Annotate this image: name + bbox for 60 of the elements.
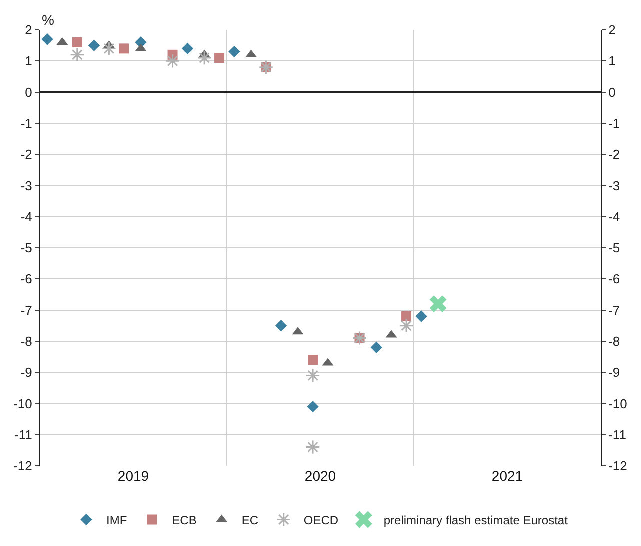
- point: [399, 318, 414, 334]
- y2-tick-label: -5: [608, 240, 620, 256]
- point: [228, 46, 240, 58]
- point: [430, 296, 447, 313]
- y2-tick-label: 1: [608, 54, 616, 69]
- y-tick-label: -3: [20, 178, 32, 194]
- y-tick-label: 1: [25, 54, 32, 69]
- point: [42, 33, 54, 46]
- y2-tick-label: -11: [608, 427, 626, 442]
- point: [88, 40, 100, 52]
- x-tick-label: 2020: [304, 468, 336, 484]
- y-tick-label: -1: [20, 116, 32, 131]
- point: [416, 310, 428, 322]
- x-tick-label: 2019: [118, 468, 150, 484]
- legend-label: preliminary flash estimate Eurostat: [384, 513, 569, 528]
- point: [70, 48, 85, 62]
- legend-label: OECD: [304, 513, 339, 528]
- y2-tick-label: -2: [608, 147, 620, 162]
- y-tick-label: -6: [20, 272, 32, 287]
- x-tick-label: 2021: [492, 468, 524, 484]
- y-tick-label: -8: [20, 334, 32, 349]
- y2-tick-label: -6: [608, 272, 620, 287]
- y2-tick-label: -4: [608, 209, 620, 224]
- y-tick-label: -5: [20, 240, 32, 256]
- y2-tick-label: -3: [608, 178, 620, 194]
- point: [306, 440, 320, 455]
- y-tick-label: 2: [25, 22, 32, 38]
- y-tick-label: -11: [14, 427, 32, 442]
- point: [119, 44, 130, 54]
- point: [182, 42, 194, 55]
- y-tick-label: -4: [20, 209, 32, 224]
- y-tick-label: -7: [20, 302, 32, 318]
- legend-label: IMF: [106, 513, 128, 528]
- point: [72, 37, 82, 48]
- y-tick-label: -10: [14, 396, 32, 412]
- y2-tick-label: 0: [608, 84, 616, 100]
- point: [165, 54, 180, 68]
- y-axis-title: %: [42, 12, 54, 28]
- point: [402, 312, 412, 322]
- point: [307, 400, 319, 413]
- legend-label: ECB: [172, 513, 197, 528]
- y2-tick-label: -12: [608, 458, 628, 474]
- point: [275, 320, 288, 332]
- y-tick-label: -9: [20, 365, 32, 380]
- y-tick-label: 0: [25, 84, 32, 100]
- point: [308, 355, 318, 366]
- point: [214, 53, 225, 64]
- y2-tick-label: -9: [608, 365, 620, 380]
- y-tick-label: -12: [14, 458, 32, 474]
- y2-tick-label: -10: [608, 396, 628, 412]
- y2-tick-label: 2: [608, 22, 616, 38]
- y2-tick-label: -8: [608, 334, 620, 349]
- point: [197, 50, 212, 66]
- point: [102, 41, 117, 56]
- point: [306, 368, 320, 384]
- point: [370, 342, 382, 354]
- legend-label: EC: [242, 513, 259, 528]
- y2-tick-label: -7: [608, 302, 620, 318]
- y2-tick-label: -1: [608, 116, 620, 131]
- y-tick-label: -2: [20, 147, 32, 162]
